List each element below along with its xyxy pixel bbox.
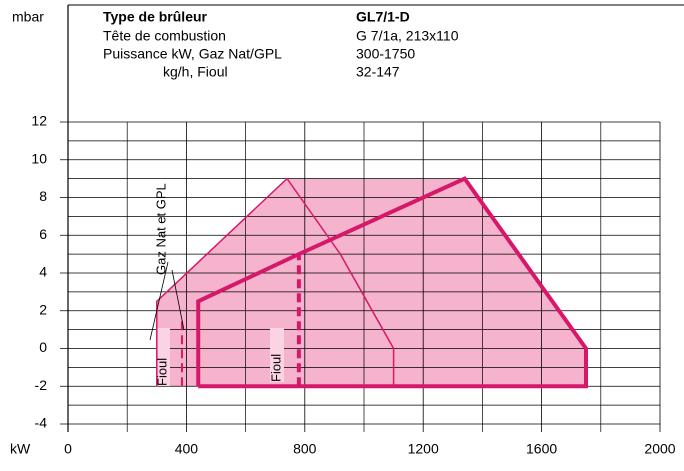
y-axis-label: mbar	[12, 9, 44, 25]
header-key: Type de brûleur	[103, 9, 208, 25]
y-tick-label: 10	[31, 150, 47, 166]
header-key: Puissance kW, Gaz Nat/GPL	[103, 46, 282, 62]
x-tick-label: 1600	[526, 441, 557, 457]
x-tick-label: 1200	[408, 441, 439, 457]
y-tick-label: 8	[39, 188, 47, 204]
y-tick-label: 12	[31, 113, 47, 129]
x-tick-label: 800	[293, 441, 317, 457]
y-tick-label: 4	[39, 264, 47, 280]
annotation-bg	[156, 328, 170, 386]
annotation-bg	[270, 328, 284, 382]
x-tick-label: 2000	[644, 441, 675, 457]
annotation: Fioul	[154, 358, 169, 386]
x-axis-label: kW	[10, 441, 31, 457]
y-tick-label: 6	[39, 226, 47, 242]
y-tick-label: 0	[39, 339, 47, 355]
header-value: G 7/1a, 213x110	[356, 28, 459, 44]
header-key: Tête de combustion	[103, 28, 226, 44]
x-tick-label: 400	[175, 441, 199, 457]
area	[156, 178, 587, 387]
line	[196, 176, 588, 389]
header-value: 32-147	[356, 64, 400, 80]
header-key: kg/h, Fioul	[163, 64, 228, 80]
annotation: Gaz Nat et GPL	[153, 183, 168, 275]
line	[156, 177, 395, 387]
header-value: GL7/1-D	[356, 9, 410, 25]
y-tick-label: 2	[39, 301, 47, 317]
pointer	[171, 269, 185, 331]
annotation: Fioul	[268, 354, 283, 382]
pointer	[149, 261, 169, 341]
y-tick-label: -2	[35, 377, 48, 393]
y-tick-label: -4	[35, 415, 48, 431]
header-value: 300-1750	[356, 46, 415, 62]
x-tick-label: 0	[64, 441, 72, 457]
